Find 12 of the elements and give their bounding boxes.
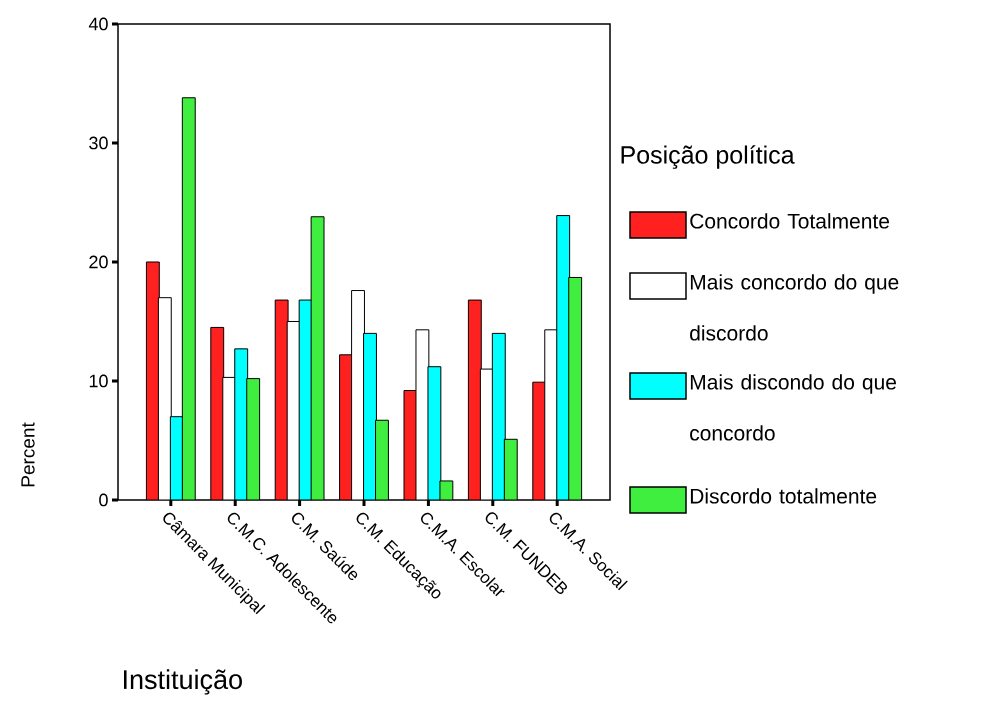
y-tick-label: 40 [88, 17, 108, 31]
x-axis-title: Instituição [124, 669, 242, 695]
y-tick-label: 30 [89, 136, 108, 150]
legend-label: Concordo Totalmente [690, 213, 890, 229]
y-tick-label: 10 [89, 374, 108, 388]
y-tick-label: 0 [99, 493, 108, 507]
text: Mais discondo do que concordo [690, 374, 897, 441]
legend-label: Discordo totalmente [690, 488, 877, 504]
y-axis-title: Percent [21, 422, 35, 487]
text: Mais concordo do que discordo [690, 274, 899, 341]
legend-title: Posição política [621, 145, 795, 169]
y-tick-label: 20 [89, 255, 108, 269]
